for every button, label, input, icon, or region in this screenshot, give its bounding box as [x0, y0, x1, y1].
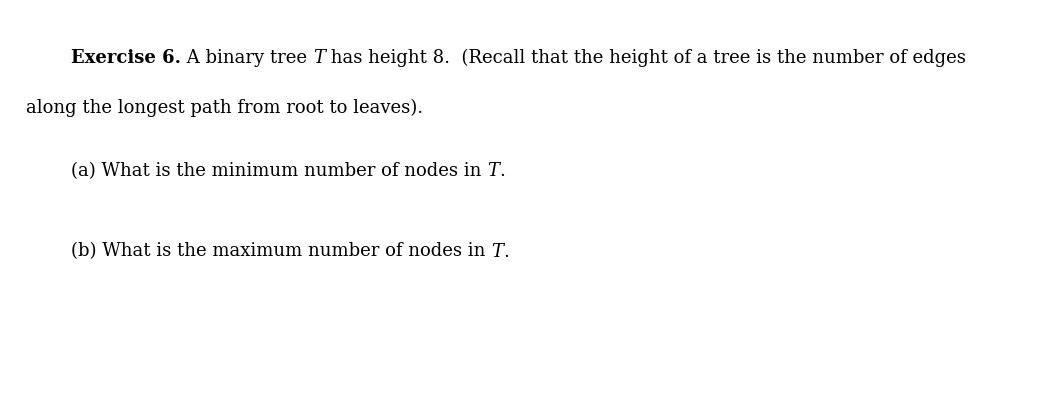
- Text: .: .: [503, 242, 509, 261]
- Text: Exercise 6.: Exercise 6.: [71, 48, 181, 67]
- Text: T: T: [487, 162, 500, 180]
- Text: .: .: [500, 162, 505, 180]
- Text: has height 8.  (Recall that the height of a tree is the number of edges: has height 8. (Recall that the height of…: [325, 48, 966, 67]
- Text: T: T: [313, 48, 325, 67]
- Text: T: T: [492, 242, 503, 261]
- Text: (a) What is the minimum number of nodes in: (a) What is the minimum number of nodes …: [71, 162, 487, 180]
- Text: A binary tree: A binary tree: [181, 48, 313, 67]
- Text: (b) What is the maximum number of nodes in: (b) What is the maximum number of nodes …: [71, 242, 492, 261]
- Text: along the longest path from root to leaves).: along the longest path from root to leav…: [26, 99, 423, 117]
